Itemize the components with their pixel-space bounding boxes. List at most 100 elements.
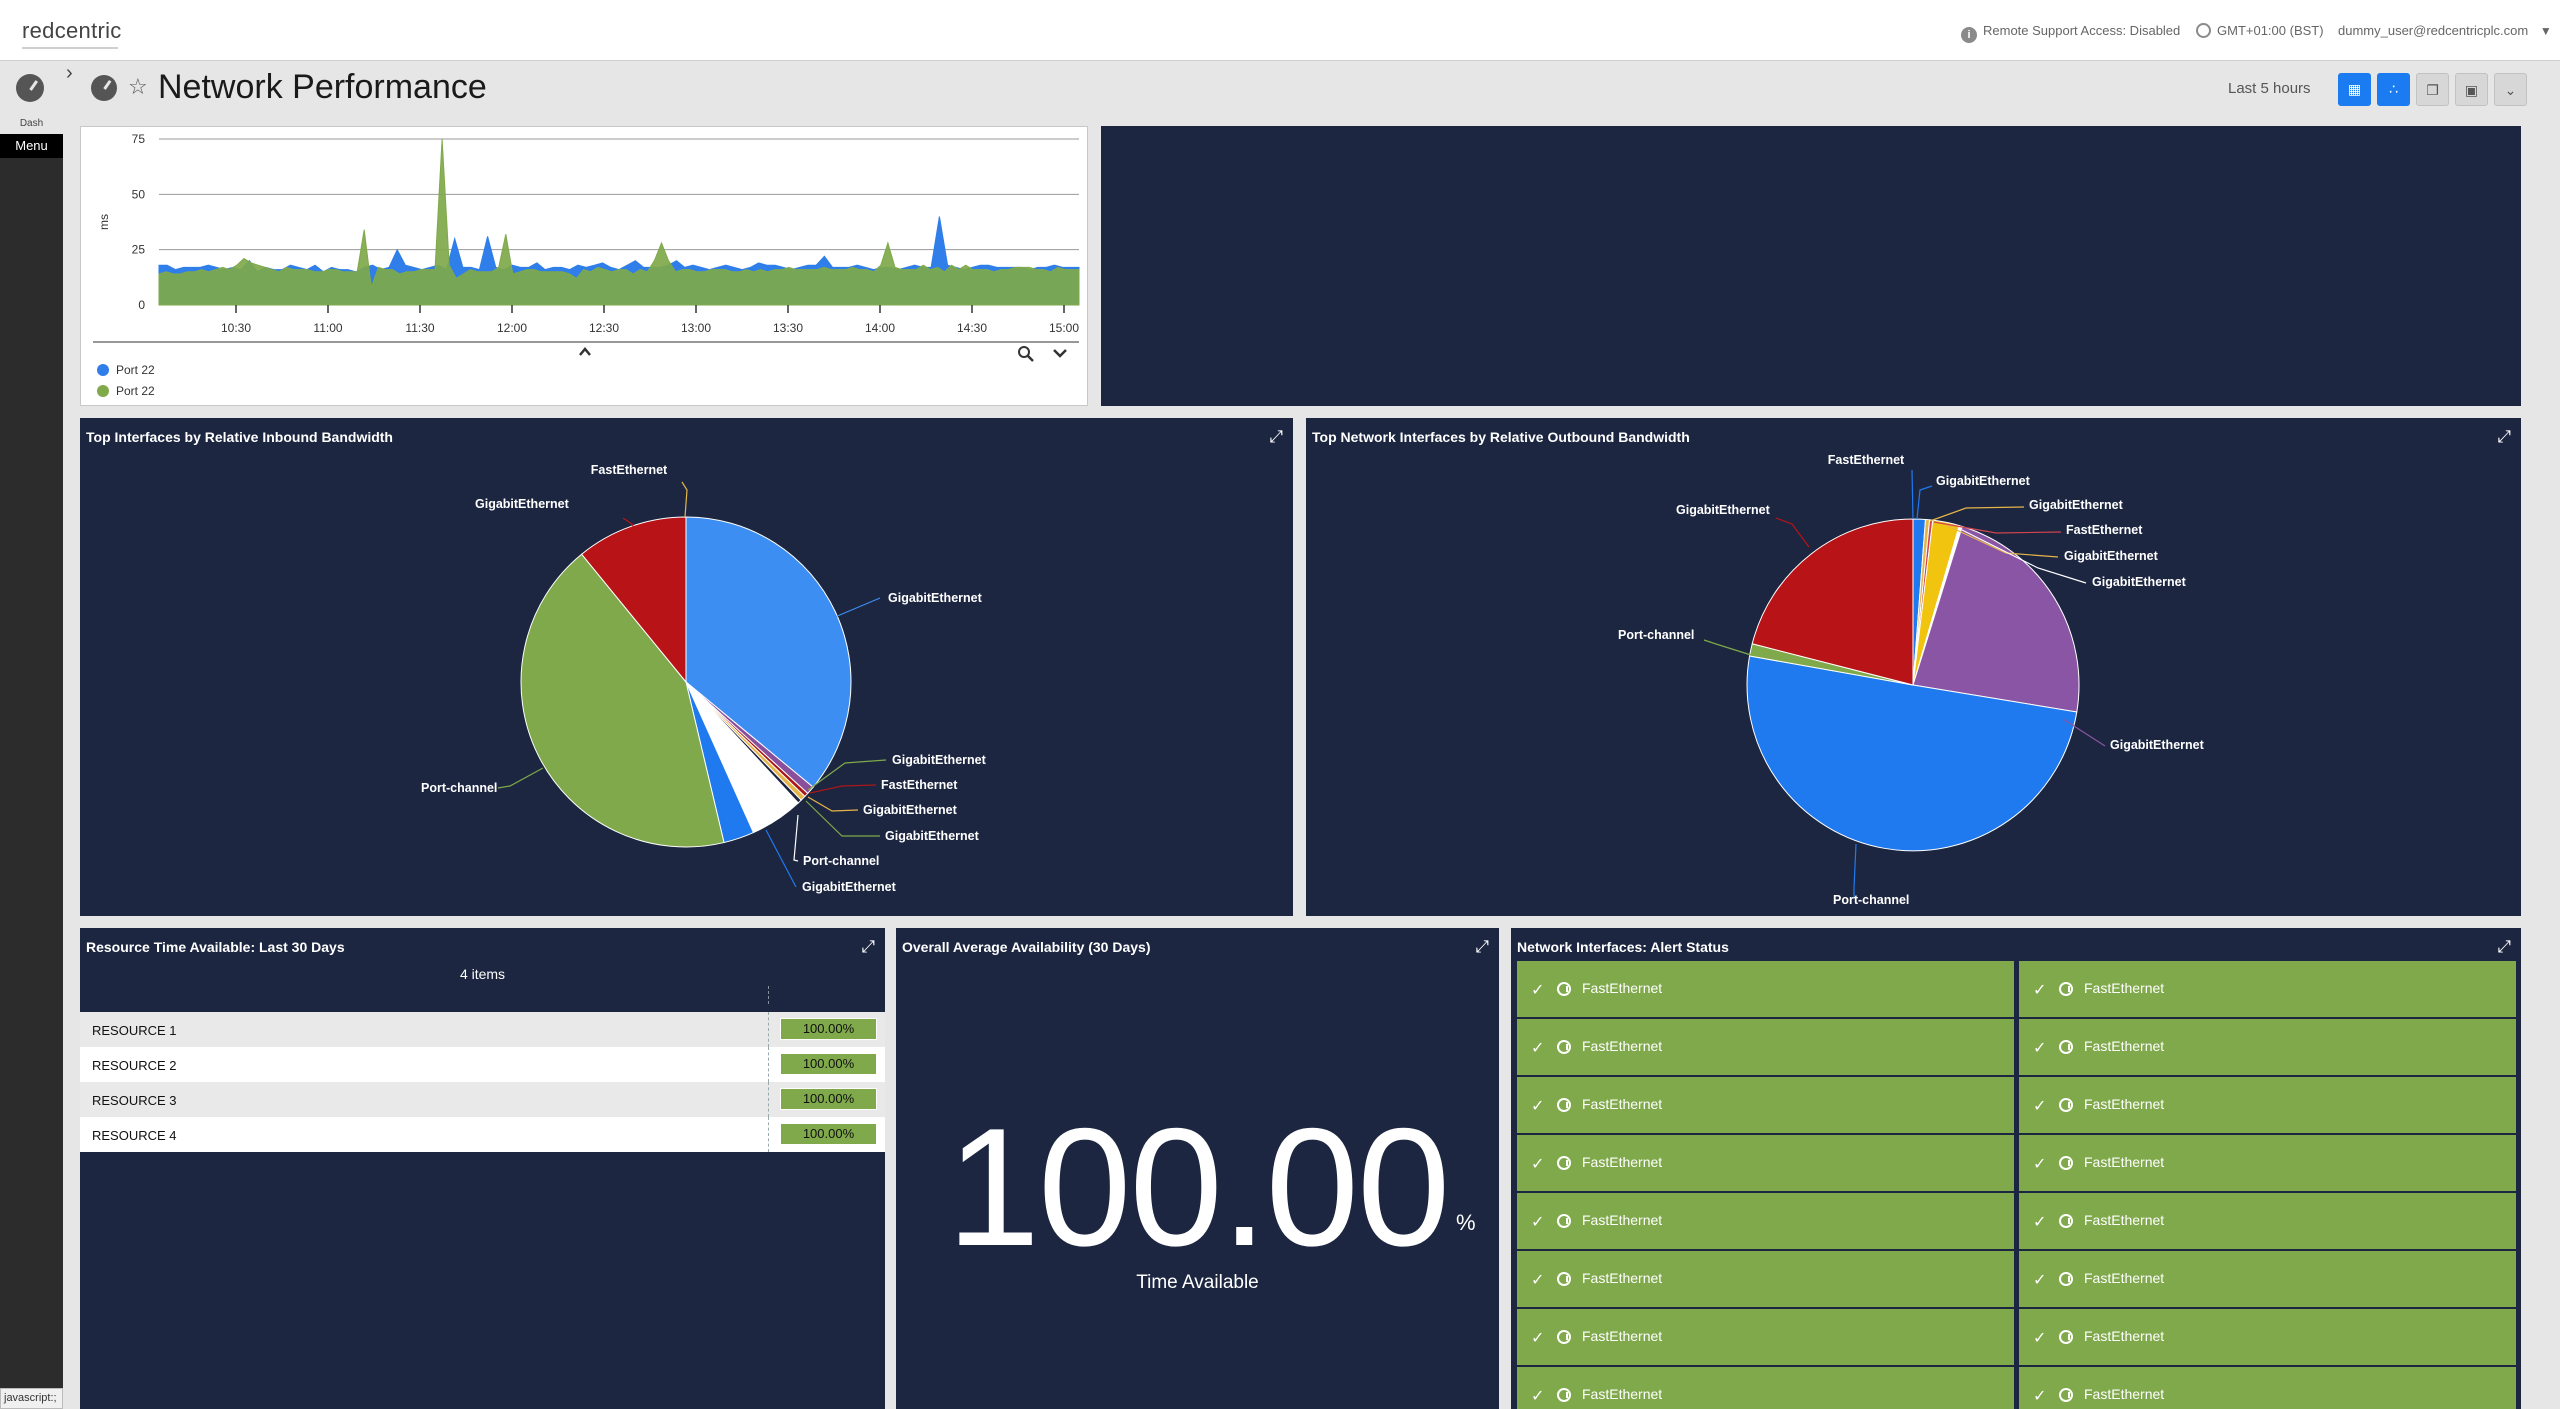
resource-name: RESOURCE 1 [92,1023,177,1038]
remote-support-status[interactable]: i Remote Support Access: Disabled [1961,23,2180,43]
interface-icon [1557,1214,1571,1228]
inbound-slice-8[interactable] [580,516,687,684]
dashboard-icon [91,75,117,101]
expand-icon[interactable]: ⤢ [861,937,875,956]
column-divider [768,1012,769,1047]
timezone-selector[interactable]: GMT+01:00 (BST) [2196,23,2324,38]
interface-icon [1557,1330,1571,1344]
outbound-label-3: FastEthernet [2066,523,2143,537]
menu-button[interactable]: Menu [0,134,63,158]
alert-cell[interactable]: ✓ FastEthernet [2019,1251,2516,1307]
alert-cell[interactable]: ✓ FastEthernet [1517,1135,2014,1191]
x-tick-label: 13:30 [773,321,803,335]
alert-cell-label: FastEthernet [2084,1154,2165,1170]
expand-icon[interactable]: ⤢ [2497,937,2511,956]
alert-cell[interactable]: ✓ FastEthernet [1517,1309,2014,1365]
table-row[interactable]: RESOURCE 2 100.00% [80,1047,885,1082]
inbound-connector-4 [805,800,880,837]
table-row[interactable]: RESOURCE 1 100.00% [80,1012,885,1047]
outbound-slice-5[interactable] [1912,525,2080,713]
chevron-right-icon[interactable]: › [66,62,73,84]
interface-icon [2059,1388,2073,1402]
resource-name: RESOURCE 2 [92,1058,177,1073]
alert-cell[interactable]: ✓ FastEthernet [2019,1193,2516,1249]
chevron-up-icon[interactable] [579,347,591,356]
x-tick-label: 12:00 [497,321,527,335]
chevron-down-icon[interactable] [1053,349,1067,358]
table-row[interactable]: RESOURCE 3 100.00% [80,1082,885,1117]
availability-badge: 100.00% [780,1053,877,1075]
outbound-connector-6 [2062,718,2106,747]
star-icon[interactable]: ☆ [128,74,148,99]
alert-cell[interactable]: ✓ FastEthernet [2019,1077,2516,1133]
alert-cell[interactable]: ✓ FastEthernet [1517,1367,2014,1409]
alert-cell-label: FastEthernet [2084,1328,2165,1344]
check-icon: ✓ [1531,1388,1545,1405]
interface-icon [2059,1214,2073,1228]
rail-dash-label: Dash [19,118,44,129]
availability-badge: 100.00% [780,1088,877,1110]
inbound-slice-7[interactable] [520,553,725,848]
check-icon: ✓ [1531,1330,1545,1347]
alert-cell-label: FastEthernet [2084,1038,2165,1054]
alert-cell[interactable]: ✓ FastEthernet [1517,1193,2014,1249]
check-icon: ✓ [1531,1040,1545,1057]
alert-cell[interactable]: ✓ FastEthernet [2019,1367,2516,1409]
column-divider [768,1117,769,1152]
calendar-button[interactable]: ▦ [2338,73,2371,106]
expand-icon[interactable]: ⤢ [1269,427,1283,446]
table-row[interactable]: RESOURCE 4 100.00% [80,1117,885,1152]
alert-cell[interactable]: ✓ FastEthernet [1517,1019,2014,1075]
outbound-connector-5 [1961,529,2087,584]
y-axis-label: ms [97,214,111,230]
alert-cell-label: FastEthernet [1582,1386,1663,1402]
zoom-icon[interactable] [1018,346,1030,358]
outbound-label-9: GigabitEthernet [1676,503,1771,517]
graph-mode-button[interactable]: ∴ [2377,73,2410,106]
expand-icon[interactable]: ⤢ [1475,937,1489,956]
check-icon: ✓ [2033,1040,2047,1057]
check-icon: ✓ [2033,982,2047,999]
availability-value: 100.00 [946,1093,1451,1281]
clone-button[interactable]: ❐ [2416,73,2449,106]
outbound-connector-2 [1929,506,2025,522]
x-tick-label: 14:30 [957,321,987,335]
alert-cell[interactable]: ✓ FastEthernet [2019,1019,2516,1075]
legend-item-port22-green[interactable]: Port 22 [97,384,155,398]
outbound-slice-8[interactable] [1751,518,1914,686]
expand-icon[interactable]: ⤢ [2497,427,2511,446]
legend-dot [97,364,109,376]
outbound-connector-8 [1703,639,1752,656]
check-icon: ✓ [2033,1272,2047,1289]
widget-title: Top Interfaces by Relative Inbound Bandw… [86,429,393,445]
series-area-1 [158,138,1080,306]
dashboard-icon[interactable] [16,74,44,102]
alert-cell[interactable]: ✓ FastEthernet [1517,1251,2014,1307]
availability-badge: 100.00% [780,1123,877,1145]
alert-cell-label: FastEthernet [1582,1270,1663,1286]
inbound-slice-0[interactable] [685,516,852,788]
alert-cell[interactable]: ✓ FastEthernet [2019,1135,2516,1191]
inbound-pie-chart: GigabitEthernet GigabitEthernet FastEthern… [421,463,987,894]
alert-cell[interactable]: ✓ FastEthernet [2019,1309,2516,1365]
time-range-label[interactable]: Last 5 hours [2228,80,2311,97]
alert-cell[interactable]: ✓ FastEthernet [1517,961,2014,1017]
legend-item-port22-blue[interactable]: Port 22 [97,363,155,377]
outbound-slice-6[interactable] [1746,655,2078,852]
resource-name: RESOURCE 4 [92,1128,177,1143]
check-icon: ✓ [1531,982,1545,999]
redcentric-logo[interactable]: redcentric [22,18,122,43]
alert-cell-label: FastEthernet [1582,1038,1663,1054]
column-divider [768,1047,769,1082]
more-options-button[interactable]: ⌄ [2494,73,2527,106]
column-divider [768,986,769,1004]
user-menu[interactable]: dummy_user@redcentricplc.com ▼ [2338,23,2552,38]
alert-cell[interactable]: ✓ FastEthernet [1517,1077,2014,1133]
calendar-icon: ▦ [2347,81,2362,97]
widget-title: Overall Average Availability (30 Days) [902,939,1151,955]
alert-cell[interactable]: ✓ FastEthernet [2019,961,2516,1017]
fullscreen-button[interactable]: ▣ [2455,73,2488,106]
legend-label: Port 22 [116,384,155,398]
inbound-connector-6 [765,829,797,888]
x-tick-label: 13:00 [681,321,711,335]
